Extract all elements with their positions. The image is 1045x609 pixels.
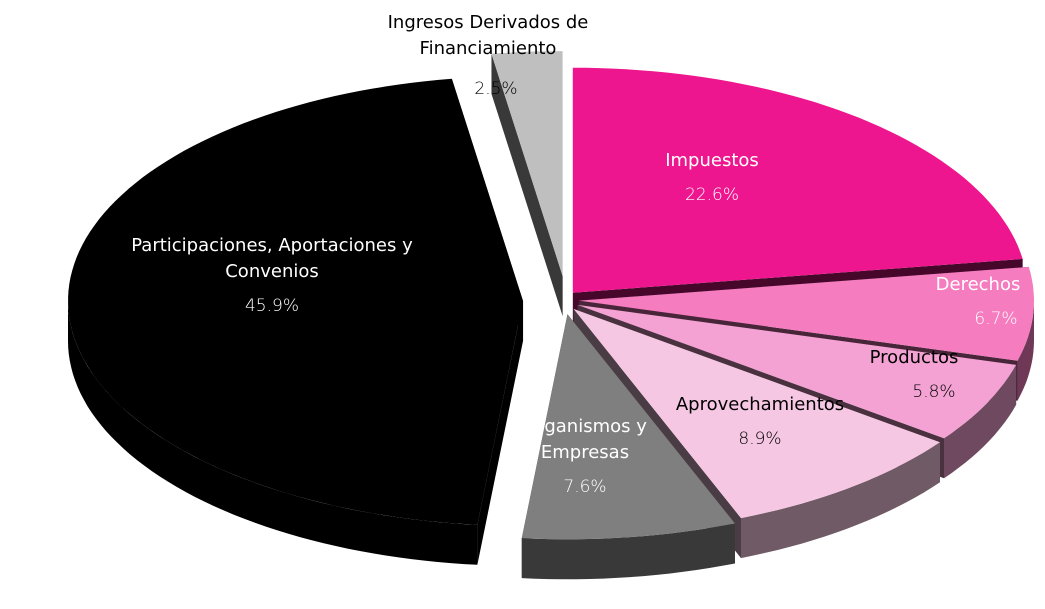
- slice-label: Derechos 6.7%: [936, 272, 1021, 332]
- category-name: Organismos y Empresas: [523, 416, 647, 463]
- value-label: 22.6%: [684, 185, 740, 205]
- category-name: Participaciones, Aportaciones y Convenio…: [131, 235, 413, 282]
- category-name: Impuestos: [665, 150, 759, 171]
- slice-label: Organismos y Empresas 7.6%: [500, 414, 670, 500]
- slice-outer-wall: [68, 300, 478, 565]
- value-label: 5.8%: [912, 382, 956, 402]
- category-name: Aprovechamientos: [675, 394, 845, 415]
- slice-outer-wall: [1017, 300, 1034, 401]
- pie-slice: [521, 314, 735, 540]
- value-label: 7.6%: [563, 477, 607, 497]
- slice-outer-wall: [741, 442, 940, 559]
- slice-label: Participaciones, Aportaciones y Convenio…: [92, 233, 452, 319]
- value-label: 2.5%: [474, 79, 518, 99]
- slice-outer-wall: [944, 364, 1017, 479]
- slice-label: Aprovechamientos 8.9%: [676, 392, 844, 452]
- pie-slice: [572, 67, 1023, 293]
- slice-label: Impuestos 22.6%: [665, 148, 759, 208]
- pie-slice: [577, 304, 1017, 439]
- category-name: Ingresos Derivados de Financiamiento: [387, 12, 589, 59]
- category-name: Derechos: [935, 274, 1021, 295]
- pie-slice: [491, 51, 563, 277]
- value-label: 6.7%: [974, 309, 1018, 329]
- slice-label: Productos 5.8%: [870, 345, 959, 405]
- pie-slice: [573, 308, 940, 519]
- slice-outer-wall: [521, 523, 735, 580]
- pie-slice: [68, 78, 524, 525]
- value-label: 8.9%: [738, 429, 782, 449]
- value-label: 45.9%: [244, 296, 299, 316]
- category-name: Productos: [869, 347, 959, 368]
- pie-slice: [578, 266, 1034, 361]
- slice-label: Ingresos Derivados de Financiamiento 2.5%: [353, 10, 623, 102]
- slice-side-wall: [491, 53, 563, 317]
- slice-side-wall: [477, 300, 524, 565]
